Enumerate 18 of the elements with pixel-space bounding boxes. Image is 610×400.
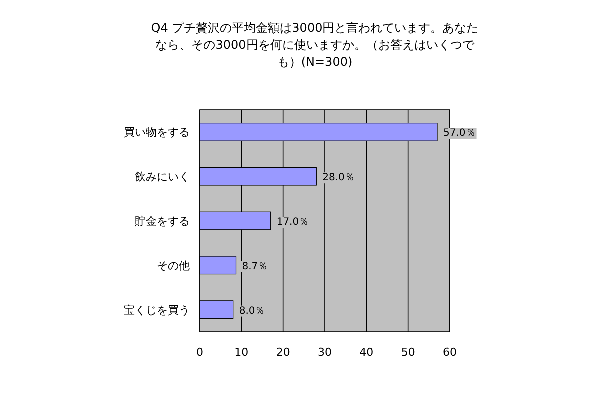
y-tick-label: 飲みにいく xyxy=(135,170,190,184)
data-label: 8.7％ xyxy=(242,261,268,272)
data-label: 57.0％ xyxy=(444,128,476,140)
data-label: 8.0％ xyxy=(239,306,266,317)
y-tick-label: 買い物をする xyxy=(124,126,190,140)
y-tick-label: 宝くじを買う xyxy=(124,304,190,317)
x-tick-label: 0 xyxy=(196,346,204,359)
x-tick-label: 10 xyxy=(234,346,249,359)
x-tick-label: 60 xyxy=(443,346,457,359)
x-tick-label: 30 xyxy=(318,346,332,359)
y-tick-label: 貯金をする xyxy=(135,215,190,228)
x-tick-label: 40 xyxy=(360,346,374,359)
data-label: 17.0％ xyxy=(276,217,310,228)
chart-title: Q4 プチ贅沢の平均金額は3000円と言われています。あなたなら、その3000円を何に使いますか。（お答えはいくつでも）(N=300) xyxy=(150,20,480,71)
x-tick-label: 50 xyxy=(401,346,416,359)
data-label: 28.0％ xyxy=(322,172,355,184)
x-tick-label: 20 xyxy=(276,346,290,359)
y-tick-label: その他 xyxy=(157,259,190,272)
